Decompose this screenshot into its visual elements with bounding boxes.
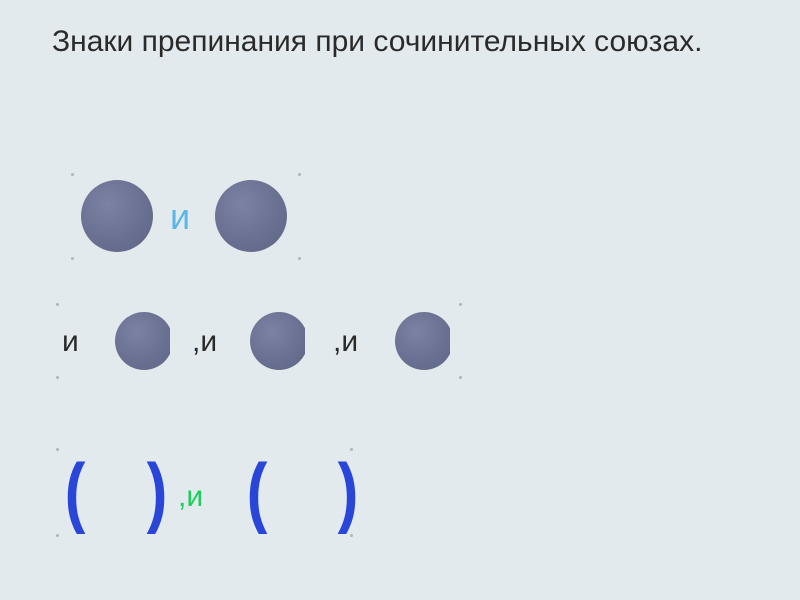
conj-row2-a: и: [62, 325, 79, 359]
selection-dot: [459, 376, 462, 379]
conj-row2-b: ,и: [192, 325, 217, 359]
selection-dot: [56, 534, 59, 537]
selection-dot: [71, 257, 74, 260]
row1-circle-1: [81, 180, 153, 252]
row2-circle-3: [395, 312, 450, 370]
row2-circle-1: [115, 312, 170, 370]
conj-row1: и: [170, 196, 190, 238]
selection-dot: [71, 173, 74, 176]
conj-row2-c: ,и: [333, 325, 358, 359]
selection-dot: [56, 303, 59, 306]
selection-dot: [459, 303, 462, 306]
selection-dot: [298, 173, 301, 176]
row1-circle-2: [215, 180, 287, 252]
page-title: Знаки препинания при сочинительных союза…: [52, 22, 702, 61]
bracket-open-1: (: [65, 452, 86, 530]
bracket-close-1: ): [147, 452, 168, 530]
conj-row3: ,и: [178, 480, 203, 514]
row2-circle-2: [250, 312, 305, 370]
bracket-open-2: (: [247, 452, 268, 530]
selection-dot: [350, 534, 353, 537]
selection-dot: [56, 448, 59, 451]
selection-dot: [298, 257, 301, 260]
selection-dot: [56, 376, 59, 379]
selection-dot: [350, 448, 353, 451]
bracket-close-2: ): [338, 452, 359, 530]
